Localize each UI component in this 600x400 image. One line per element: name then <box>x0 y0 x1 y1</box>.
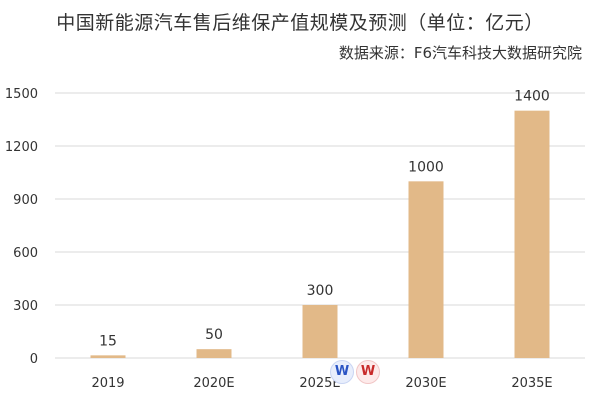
data-label: 1400 <box>514 89 550 105</box>
bar-2020e <box>196 349 232 358</box>
data-label: 50 <box>205 327 223 343</box>
y-tick-label: 1200 <box>5 140 38 155</box>
watermark-logo-icon: W <box>330 360 354 384</box>
watermark-logo-icon-2: W <box>356 360 380 384</box>
data-labels: 15 50 300 1000 1400 <box>99 89 550 350</box>
chart-title: 中国新能源汽车售后维保产值规模及预测（单位：亿元） <box>56 12 544 34</box>
y-tick-label: 600 <box>13 246 38 261</box>
data-label: 15 <box>99 333 117 349</box>
data-label: 300 <box>307 283 334 299</box>
bar-2019 <box>90 355 126 358</box>
y-axis: 0 300 600 900 1200 1500 <box>5 87 38 367</box>
bar-2030e <box>408 181 444 358</box>
y-tick-label: 300 <box>13 299 38 314</box>
x-tick-label: 2035E <box>511 376 552 391</box>
y-tick-label: 0 <box>30 352 38 367</box>
chart-source: 数据来源：F6汽车科技大数据研究院 <box>338 44 582 62</box>
bar-2025e <box>302 305 338 358</box>
y-tick-label: 1500 <box>5 87 38 102</box>
x-axis: 2019 2020E 2025E 2030E 2035E <box>91 376 552 391</box>
x-tick-label: 2025E <box>299 376 340 391</box>
data-label: 1000 <box>408 159 444 175</box>
x-tick-label: 2019 <box>91 376 124 391</box>
x-tick-label: 2020E <box>193 376 234 391</box>
y-tick-label: 900 <box>13 193 38 208</box>
x-tick-label: 2030E <box>405 376 446 391</box>
bars <box>90 110 550 359</box>
bar-2035e <box>514 110 550 359</box>
